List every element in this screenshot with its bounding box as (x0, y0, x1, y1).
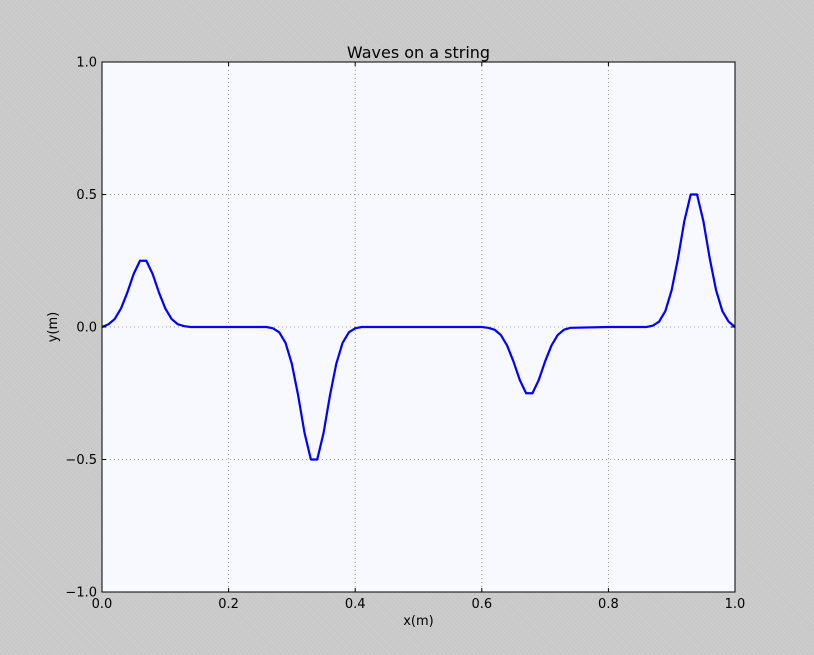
y-tick-label: 0.0 (76, 321, 97, 336)
y-tick-label: −1.0 (65, 586, 97, 601)
y-tick-label: 1.0 (76, 56, 97, 71)
series-line (101, 193, 736, 461)
y-tick-label: 0.5 (76, 188, 97, 203)
x-tick-label: 0.6 (471, 597, 492, 612)
x-tick-label: 1.0 (725, 597, 746, 612)
x-tick-label: 0.0 (92, 597, 113, 612)
x-tick-label: 0.4 (345, 597, 366, 612)
y-tick-label: −0.5 (65, 453, 97, 468)
y-axis-label: y(m) (46, 312, 61, 343)
x-tick-label: 0.8 (598, 597, 619, 612)
chart-title: Waves on a string (347, 43, 490, 62)
x-axis-label: x(m) (403, 614, 434, 629)
x-tick-label: 0.2 (218, 597, 239, 612)
